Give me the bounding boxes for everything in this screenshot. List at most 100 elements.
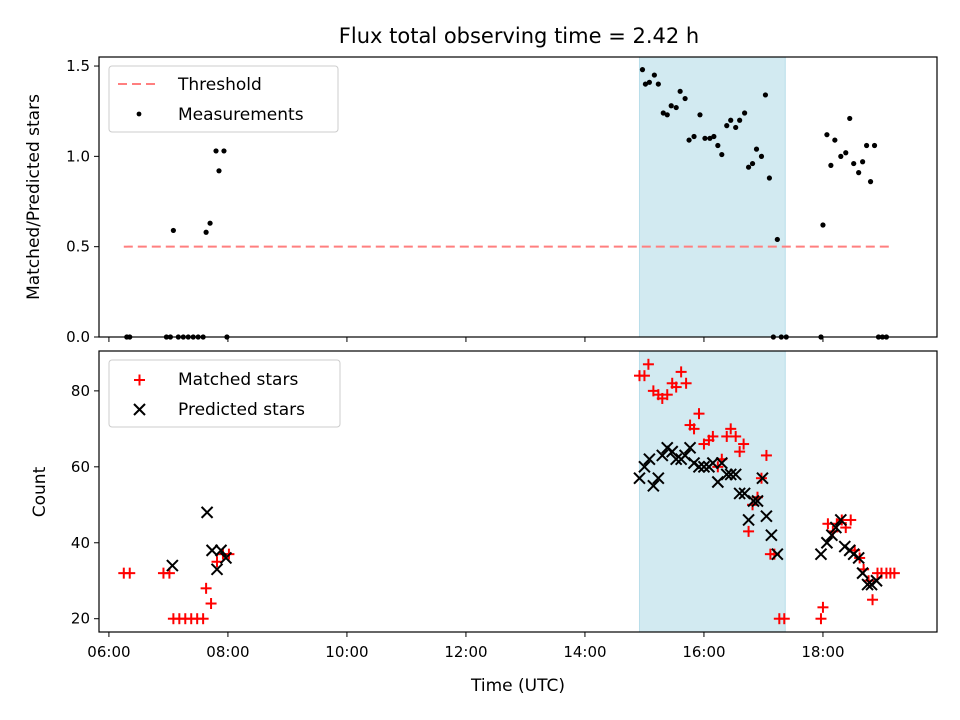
measurement-point [838,153,844,159]
matched-star-point [200,582,212,594]
measurement-point [820,222,826,228]
legend-matched-label: Matched stars [178,370,298,390]
measurement-point [766,175,773,181]
bottom-legend-box [108,359,341,428]
x-axis-label: Time (UTC) [470,676,565,696]
measurement-point [686,137,692,143]
measurement-point [824,132,830,138]
matched-star-point [867,594,879,606]
measurement-point [660,110,666,116]
measurement-point [711,133,717,140]
bottom-x-ticks: 06:00 08:00 10:00 12:00 14:00 16:00 18:00 [87,632,845,661]
predicted-star-point [861,578,874,591]
bottom-ytick-label: 20 [71,610,90,628]
measurement-point [742,110,748,116]
bottom-ytick-label: 40 [71,534,90,552]
top-plot-frame [98,56,938,338]
bottom-y-axis-label: Count [30,466,50,517]
measurement-point [639,67,646,73]
measurement-point [737,117,743,123]
predicted-star-point [697,460,711,474]
bottom-xtick-label: 16:00 [682,643,725,661]
predicted-star-point [692,460,706,474]
measurement-point [832,137,838,143]
top-panel: 0.0 0.5 1.0 1.5 Matched/Predicted stars Thr… [24,56,938,346]
predicted-star-point [829,521,843,534]
matched-star-point [845,514,857,526]
measurement-point [642,81,649,87]
predicted-star-point [652,472,665,485]
matched-star-point [725,423,737,435]
measurements-points [124,67,890,340]
predicted-star-point [751,494,764,508]
matched-star-point [688,423,700,435]
measurement-point [655,81,661,87]
measurement-point [774,236,780,243]
legend-matched-swatch [134,374,145,386]
bottom-ytick-label: 60 [71,458,90,476]
matched-star-point [638,370,650,382]
measurement-point [871,142,878,149]
bottom-xtick-label: 06:00 [87,643,130,661]
bottom-xtick-label: 18:00 [801,643,844,661]
predicted-star-point [724,468,737,481]
measurement-point [697,112,703,118]
predicted-star-point [834,513,848,527]
bottom-xtick-label: 12:00 [444,643,487,661]
measurement-point [691,133,697,140]
matched-star-point [670,381,682,393]
measurement-point [682,95,688,102]
matched-star-point [707,430,719,442]
legend-predicted-label: Predicted stars [178,400,305,420]
measurement-point [216,168,222,174]
predicted-star-point [715,456,729,470]
measurement-point [221,148,227,154]
measurement-point [170,227,176,234]
matched-star-point [642,358,654,370]
bottom-y-ticks: 20 40 60 80 [71,382,99,628]
measurement-point [863,142,870,149]
predicted-star-point [214,544,228,557]
top-ytick-label: 0.0 [66,328,90,346]
measurement-point [702,135,708,141]
predicted-star-point [733,487,746,500]
predicted-star-point [765,528,778,542]
top-y-ticks: 0.0 0.5 1.0 1.5 [66,57,99,346]
predicted-star-point [669,453,683,466]
predicted-star-point [205,544,219,557]
predicted-star-point [820,536,834,549]
predicted-stars-points [166,441,883,591]
bottom-panel: 20 40 60 80 06:00 08:00 10:00 12:00 14:00 16:00 1… [30,350,938,696]
measurement-point [677,88,683,94]
predicted-star-point [633,472,646,485]
predicted-star-point [166,559,179,572]
matched-star-point [738,438,750,450]
measurement-point [673,104,679,111]
measurement-point [828,162,834,168]
legend-measurements-swatch [136,111,142,117]
predicted-star-point [729,468,742,481]
measurement-point [707,135,713,141]
matched-star-point [693,408,705,420]
matched-star-point [815,613,827,625]
bottom-ytick-label: 80 [71,382,90,400]
measurement-point [213,148,219,154]
matched-star-point [734,446,746,458]
legend-threshold-label: Threshold [177,75,262,95]
predicted-star-point [656,449,669,462]
predicted-star-point [200,506,214,519]
top-shaded-region [638,56,786,338]
matched-star-point [743,525,755,537]
measurement-point [749,160,756,167]
measurement-point [651,72,657,78]
bottom-xtick-label: 14:00 [563,643,606,661]
predicted-star-point [771,547,784,561]
measurement-point [728,117,734,123]
measurement-point [668,103,674,109]
predicted-star-point [760,509,773,523]
measurement-point [860,159,866,165]
top-y-axis-label: Matched/Predicted stars [24,94,44,300]
matched-star-point [817,601,829,613]
bottom-xtick-label: 10:00 [325,643,368,661]
